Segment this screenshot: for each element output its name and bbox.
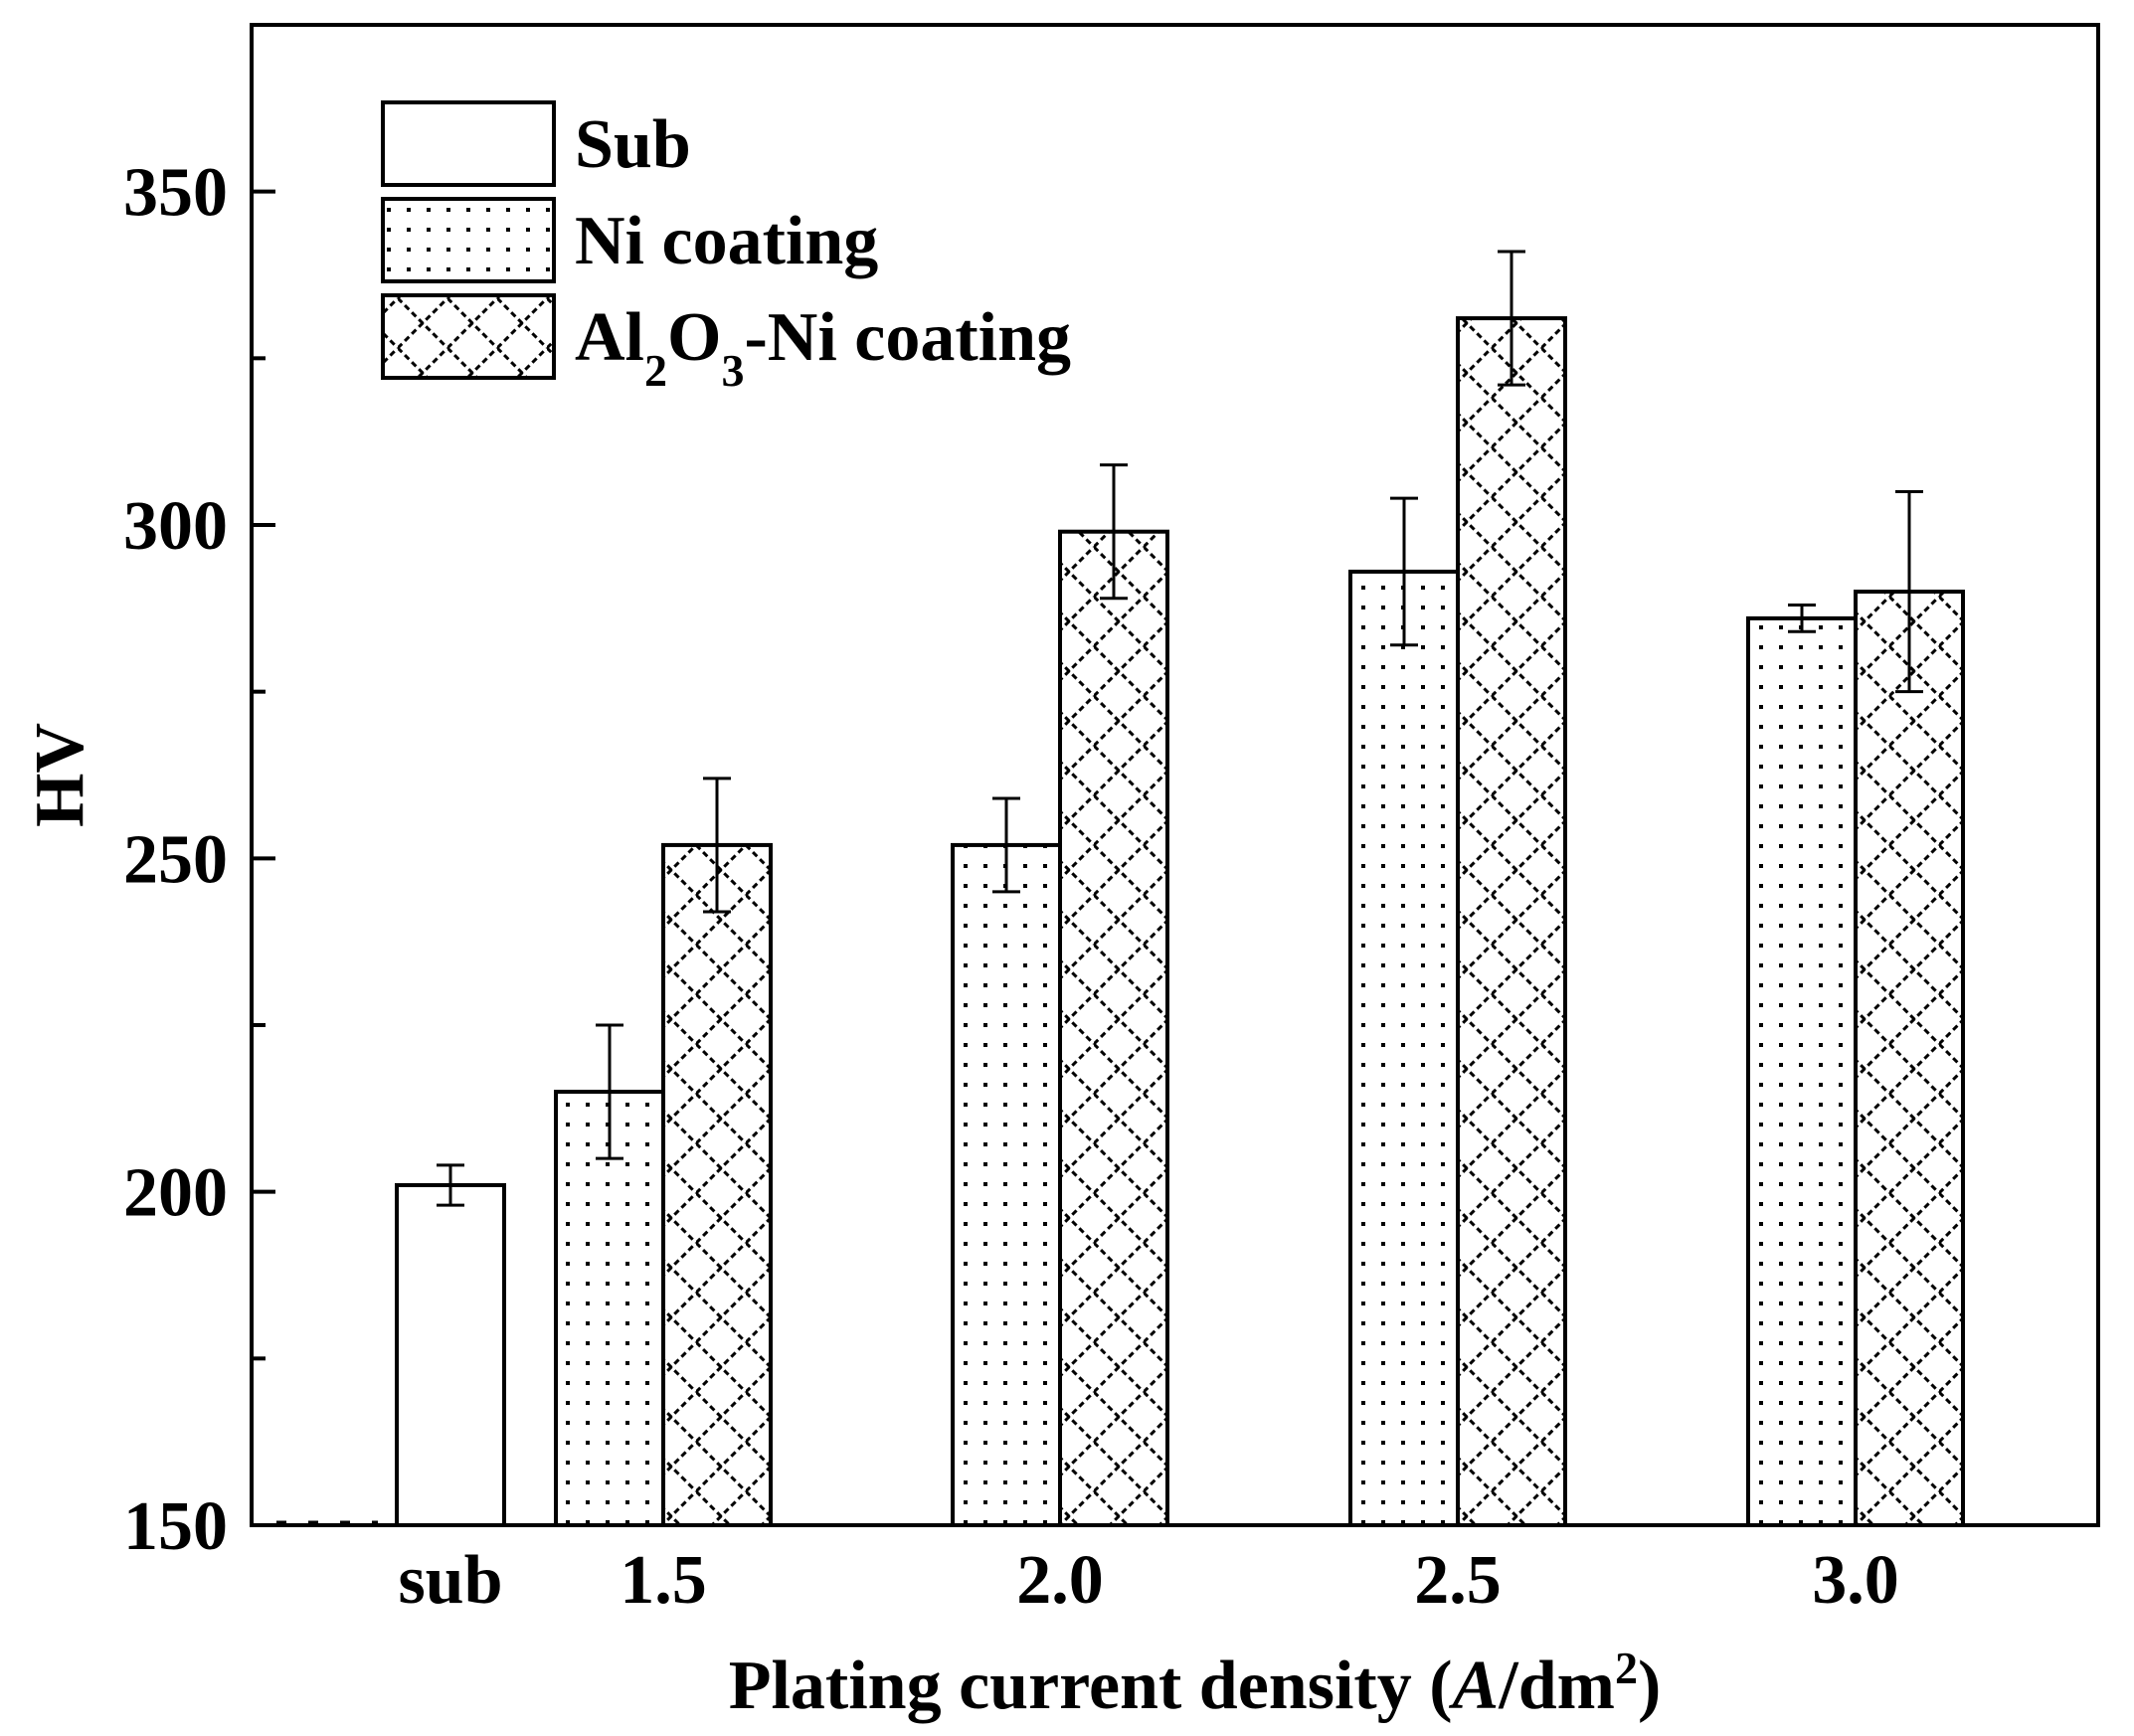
plot-area	[276, 250, 1965, 1527]
x-axis-title-italic: A	[1449, 1648, 1500, 1724]
y-tick-label-200: 200	[123, 1155, 228, 1232]
x-tick-label-sub: sub	[398, 1542, 502, 1619]
legend-label-sub: Sub	[575, 106, 691, 183]
legend-label-ni: Ni coating	[575, 203, 878, 279]
bar-sub-sub	[395, 1182, 506, 1527]
x-axis-title-part: Plating current density (	[729, 1648, 1453, 1724]
bar-ni-coating-2.0	[951, 842, 1062, 1527]
y-tick-label-300: 300	[123, 488, 228, 565]
x-tick-label-1.5: 1.5	[620, 1542, 707, 1619]
x-axis-title-part: )	[1638, 1648, 1661, 1724]
bar-al2o3-ni-coating-1.5	[661, 842, 773, 1527]
y-tick-label-350: 350	[123, 155, 228, 232]
legend-swatch-sub	[381, 100, 556, 187]
legend-label-subscript: 2	[644, 345, 667, 396]
x-tick-label-2.0: 2.0	[1016, 1542, 1104, 1619]
x-axis-title-superscript: 2	[1615, 1643, 1638, 1693]
axes: 150 200 250 300 350 sub 1.5 2.0 2.5 3.0 HV Plating …	[22, 23, 2100, 1725]
legend-label-subscript: 3	[721, 345, 744, 396]
y-tick-label-150: 150	[123, 1488, 228, 1565]
bar-ni-coating-2.5	[1348, 569, 1460, 1527]
legend-label-part: O	[667, 299, 721, 376]
legend-label-part: -Ni coating	[744, 299, 1071, 376]
legend-swatch-al	[381, 293, 556, 380]
bar-al2o3-ni-coating-3.0	[1854, 590, 1965, 1527]
legend-label-al: Al2O3-Ni coating	[575, 299, 1071, 396]
x-tick-label-2.5: 2.5	[1414, 1542, 1502, 1619]
y-axis-title: HV	[22, 723, 98, 827]
x-tick-label-3.0: 3.0	[1812, 1542, 1899, 1619]
bar-ni-coating-3.0	[1746, 615, 1858, 1527]
bar-al2o3-ni-coating-2.0	[1058, 529, 1169, 1527]
x-axis-title: Plating current density (A/dm2)	[729, 1643, 1662, 1725]
y-tick-label-250: 250	[123, 821, 228, 898]
bar-al2o3-ni-coating-2.5	[1456, 316, 1567, 1527]
plot-frame	[250, 23, 2100, 1527]
legend: Sub Ni coating Al2O3-Ni coating	[381, 100, 1071, 396]
legend-label-part: Al	[575, 299, 644, 376]
x-axis-title-part: /dm	[1498, 1648, 1615, 1724]
legend-swatch-ni	[381, 197, 556, 283]
